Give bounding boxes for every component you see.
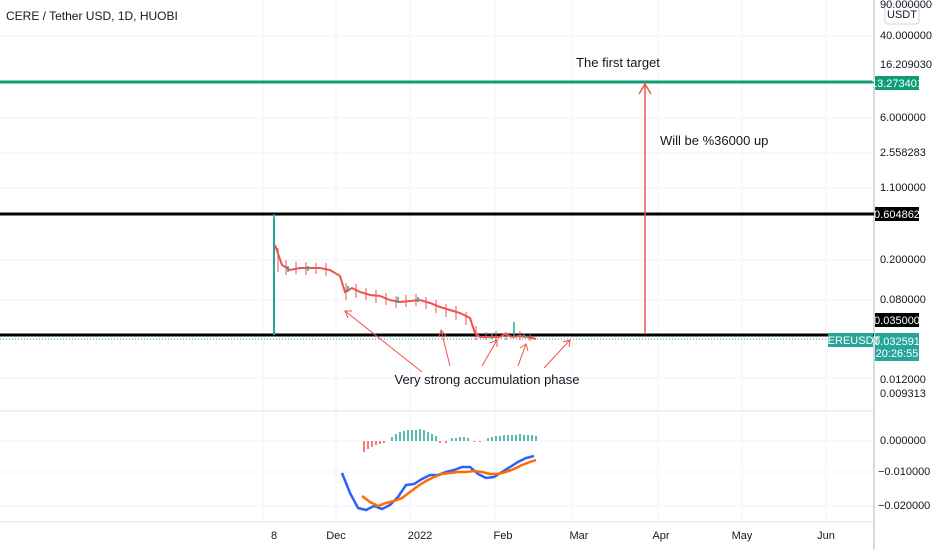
price-axis[interactable]: USDT 90.000000 40.000000 16.209030 6.000… [880, 0, 932, 400]
price-tick-label: 0.009313 [880, 388, 926, 400]
target-arrow[interactable] [638, 82, 652, 333]
last-price-value: 0.032591 [874, 336, 920, 348]
time-tick-label: 8 [271, 530, 277, 542]
spike-candle [273, 218, 275, 335]
indicator-tick-label: −0.020000 [878, 500, 930, 512]
time-tick-label: Feb [494, 530, 513, 542]
price-tick-label: 2.558283 [880, 147, 926, 159]
target-price-label: 13.273401 [871, 78, 923, 90]
support-price-badge: 0.035000 [874, 313, 920, 327]
time-tick-label: May [732, 530, 753, 542]
time-axis[interactable]: 8 Dec 2022 Feb Mar Apr May Jun [271, 530, 835, 542]
signal-line [361, 458, 537, 508]
upside-label: Will be %36000 up [660, 133, 768, 148]
macd-hist-up [391, 429, 537, 441]
first-target-label: The first target [576, 55, 660, 70]
currency-label: USDT [887, 9, 917, 21]
price-tick-label: 16.209030 [880, 59, 932, 71]
candles[interactable] [273, 214, 537, 341]
green-candles [287, 266, 525, 339]
price-tick-label: 1.100000 [880, 182, 926, 194]
price-tick-label: 40.000000 [880, 30, 932, 42]
time-tick-label: Jun [817, 530, 835, 542]
support-price-label: 0.035000 [874, 315, 920, 327]
accumulation-arrows[interactable] [344, 310, 571, 373]
countdown-timer: 20:26:55 [876, 348, 919, 360]
currency-box[interactable] [884, 3, 920, 25]
time-tick-label: Mar [570, 530, 589, 542]
target-price-badge: 13.273401 [871, 76, 923, 90]
price-tick-label: 0.200000 [880, 254, 926, 266]
indicator-axis[interactable]: 0.000000 −0.010000 −0.020000 [878, 435, 930, 512]
resistance-price-badge: 0.604862 [874, 207, 920, 221]
price-tick-label: 90.000000 [880, 0, 932, 11]
price-tick-label: 0.012000 [880, 374, 926, 386]
last-price-badge: 0.032591 20:26:55 [874, 333, 920, 361]
time-tick-label: 2022 [408, 530, 432, 542]
chart-title: CERE / Tether USD, 1D, HUOBI [6, 9, 178, 23]
accumulation-label: Very strong accumulation phase [395, 372, 580, 387]
price-trend-path [274, 244, 537, 340]
price-tick-label: 0.080000 [880, 294, 926, 306]
indicator-tick-label: −0.010000 [878, 466, 930, 478]
symbol-badge: CEREUSDT [820, 333, 881, 347]
price-tick-label: 6.000000 [880, 112, 926, 124]
macd-hist-down [363, 441, 481, 452]
macd-histogram [363, 429, 537, 452]
time-tick-label: Apr [652, 530, 669, 542]
indicator-tick-label: 0.000000 [880, 435, 926, 447]
time-tick-label: Dec [326, 530, 346, 542]
price-wicks [277, 248, 531, 341]
resistance-price-label: 0.604862 [874, 209, 920, 221]
grid [0, 0, 874, 522]
symbol-label: CEREUSDT [820, 335, 881, 347]
